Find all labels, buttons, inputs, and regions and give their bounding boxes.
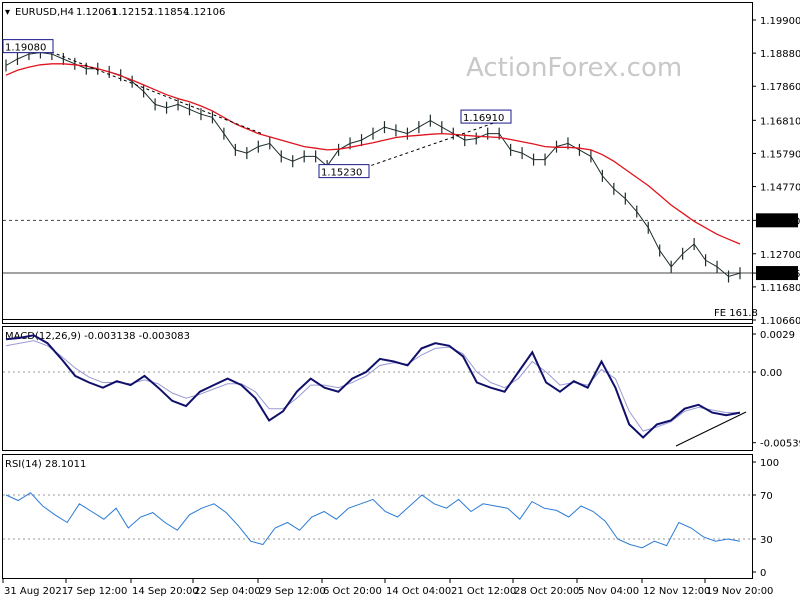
ohlc-open: 1.12061 xyxy=(76,7,117,18)
price-tick-label: 1.10660 xyxy=(760,316,800,327)
ohlc-low: 1.11854 xyxy=(148,7,189,18)
price-tick-label: 1.15790 xyxy=(760,149,800,160)
price-tick-label: 1.19900 xyxy=(760,16,800,27)
price-tick-label: 1.16810 xyxy=(760,116,800,127)
macd-main-line xyxy=(5,334,741,439)
rsi-tick-label: 0 xyxy=(760,568,766,579)
moving-average-line xyxy=(5,63,741,245)
price-tag-bg xyxy=(756,213,798,228)
x-tick-label: 14 Oct 04:00 xyxy=(386,586,451,597)
x-tick-label: 28 Oct 20:00 xyxy=(514,586,579,597)
price-title: ▾ EURUSD,H4 1.12061 1.12152 1.11854 1.12… xyxy=(5,7,225,18)
x-tick-label: 12 Nov 12:00 xyxy=(643,586,710,597)
rsi-tick-label: 30 xyxy=(760,535,773,546)
macd-tick-label: -0.005396 xyxy=(760,439,800,450)
x-tick-label: 7 Sep 12:00 xyxy=(67,586,127,597)
x-tick-label: 5 Nov 04:00 xyxy=(578,586,639,597)
x-tick-label: 14 Sep 20:00 xyxy=(132,586,199,597)
x-tick-label: 22 Sep 04:00 xyxy=(194,586,261,597)
uptrend-line xyxy=(359,116,511,170)
macd-title: MACD(12,26,9) -0.003138 -0.003083 xyxy=(5,331,190,342)
price-annotation-label: 1.16910 xyxy=(463,113,504,124)
price-title-arrow-icon: ▾ xyxy=(5,7,10,18)
macd-divergence-line xyxy=(675,411,747,447)
x-tick-label: 29 Sep 12:00 xyxy=(259,586,326,597)
ohlc-high: 1.12152 xyxy=(112,7,153,18)
price-tick-label: 1.18880 xyxy=(760,49,800,60)
ohlc-close: 1.12106 xyxy=(184,7,225,18)
price-tick-label: 1.12700 xyxy=(760,250,800,261)
price-annotation-box xyxy=(460,109,512,124)
price-tag-label: 1.13730 xyxy=(759,216,800,227)
rsi-tick-label: 100 xyxy=(760,458,779,469)
x-tick-label: 6 Oct 20:00 xyxy=(323,586,382,597)
price-annotation-label: 1.15230 xyxy=(321,168,362,179)
price-tick-label: 1.11680 xyxy=(760,283,800,294)
price-watermark: ActionForex.com xyxy=(466,53,682,83)
rsi-line xyxy=(5,492,741,549)
macd-tick-label: 0.00 xyxy=(760,368,782,379)
macd-tick-label: 0.0029 xyxy=(760,330,795,341)
rsi-panel xyxy=(2,454,753,579)
price-annotation-label: 1.19080 xyxy=(5,43,46,54)
price-line xyxy=(5,51,741,278)
x-tick-label: 31 Aug 2021 xyxy=(4,586,68,597)
price-tag-bg xyxy=(756,266,798,281)
x-tick-label: 19 Nov 20:00 xyxy=(706,586,773,597)
x-tick-label: 21 Oct 12:00 xyxy=(451,586,516,597)
macd-panel xyxy=(2,326,753,451)
price-annotation-box xyxy=(2,39,54,54)
price-annotation-box xyxy=(318,164,370,179)
rsi-title: RSI(14) 28.1011 xyxy=(5,459,86,470)
rsi-tick-label: 70 xyxy=(760,491,773,502)
price-symbol: EURUSD,H4 xyxy=(15,7,74,18)
downtrend-line xyxy=(39,47,263,135)
price-tick-label: 1.17860 xyxy=(760,82,800,93)
price-tick-label: 1.14770 xyxy=(760,183,800,194)
price-tag-label: 1.12106 xyxy=(759,269,800,280)
fe-label: FE 161.8 xyxy=(714,308,758,319)
